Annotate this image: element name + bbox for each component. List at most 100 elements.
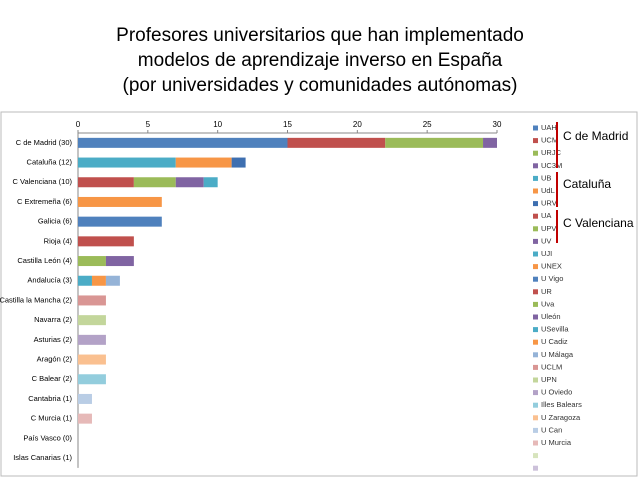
bar-segment — [385, 137, 484, 148]
legend-swatch — [533, 238, 538, 244]
legend-label: U Murcia — [541, 438, 572, 447]
bar-segment — [175, 177, 204, 188]
legend-label: USevilla — [541, 325, 569, 334]
legend-swatch — [533, 150, 538, 156]
y-tick-label: C de Madrid (30) — [16, 138, 73, 147]
y-tick-label: País Vasco (0) — [23, 433, 72, 442]
y-tick-label: Castilla la Mancha (2) — [0, 295, 72, 304]
annotation: Cataluña — [563, 177, 611, 191]
bar-segment — [78, 236, 134, 247]
bar-segment — [231, 157, 246, 168]
y-tick-label: C Balear (2) — [32, 374, 73, 383]
legend-label: U Vigo — [541, 274, 563, 283]
legend-swatch — [533, 390, 538, 396]
bar-segment — [91, 275, 106, 286]
legend-label: Uva — [541, 299, 555, 308]
y-tick-label: Cataluña (12) — [27, 158, 73, 167]
chart-title: (por universidades y comunidades autónom… — [123, 75, 518, 96]
bar-segment — [203, 177, 218, 188]
legend-swatch — [533, 264, 538, 270]
x-tick-label: 5 — [146, 120, 151, 129]
bar-segment — [287, 137, 386, 148]
legend-label: U Málaga — [541, 350, 574, 359]
legend-swatch — [533, 251, 538, 257]
legend-label: U Cadiz — [541, 337, 568, 346]
x-tick-label: 0 — [76, 120, 81, 129]
y-tick-label: Asturias (2) — [34, 335, 73, 344]
annotation: C de Madrid — [563, 129, 628, 143]
legend-label: UR — [541, 287, 552, 296]
legend-label: UA — [541, 211, 551, 220]
legend-swatch — [533, 125, 538, 131]
legend-swatch — [533, 339, 538, 345]
bar-segment — [483, 137, 497, 148]
bar-segment — [78, 275, 92, 286]
bar-segment — [78, 137, 288, 148]
y-tick-label: Islas Canarias (1) — [13, 453, 72, 462]
y-tick-label: Cantabria (1) — [28, 394, 72, 403]
legend-label: UJI — [541, 249, 552, 258]
legend-swatch — [533, 226, 538, 232]
legend-swatch — [533, 289, 538, 295]
legend-swatch — [533, 175, 538, 181]
bar-segment — [78, 354, 106, 365]
legend-swatch — [533, 276, 538, 282]
legend-swatch — [533, 201, 538, 207]
x-tick-label: 10 — [213, 120, 222, 129]
bar-segment — [78, 413, 92, 424]
bar-segment — [78, 157, 176, 168]
legend-label: Uleón — [541, 312, 561, 321]
legend-swatch — [533, 138, 538, 144]
legend-swatch — [533, 364, 538, 370]
bar-segment — [78, 256, 106, 267]
legend-label: URV — [541, 199, 557, 208]
y-tick-label: Andalucía (3) — [27, 276, 72, 285]
x-tick-label: 20 — [353, 120, 362, 129]
legend-swatch — [533, 188, 538, 194]
y-tick-label: C Murcia (1) — [31, 414, 73, 423]
bar-segment — [105, 275, 120, 286]
y-tick-label: Galicia (6) — [38, 217, 73, 226]
bar-segment — [133, 177, 176, 188]
legend-swatch — [533, 327, 538, 333]
bar-segment — [78, 315, 106, 326]
legend-label: Illes Balears — [541, 400, 582, 409]
annotation: C Valenciana — [563, 216, 634, 230]
chart-title: modelos de aprendizaje inverso en España — [138, 50, 503, 71]
x-tick-label: 30 — [493, 120, 502, 129]
y-tick-label: Rioja (4) — [44, 236, 73, 245]
legend-label: U Can — [541, 425, 562, 434]
legend-label: UCM — [541, 136, 558, 145]
legend-label: UPN — [541, 375, 557, 384]
y-tick-label: Navarra (2) — [34, 315, 72, 324]
legend-label: URJC — [541, 148, 562, 157]
legend-label: UPV — [541, 224, 556, 233]
legend-label: U Zaragoza — [541, 413, 581, 422]
legend-swatch — [533, 301, 538, 307]
legend-swatch — [533, 352, 538, 358]
legend-swatch — [533, 453, 538, 459]
y-tick-label: C Extremeña (6) — [17, 197, 73, 206]
legend-label: UdL — [541, 186, 555, 195]
legend-swatch — [533, 213, 538, 219]
legend-swatch — [533, 377, 538, 383]
legend-swatch — [533, 402, 538, 408]
x-tick-label: 15 — [283, 120, 292, 129]
bar-segment — [78, 216, 162, 227]
bar-segment — [175, 157, 232, 168]
bar-segment — [78, 177, 134, 188]
legend-label: UB — [541, 173, 551, 182]
legend-swatch — [533, 465, 538, 471]
x-tick-label: 25 — [423, 120, 432, 129]
bar-segment — [105, 256, 134, 267]
bar-segment — [78, 334, 106, 345]
legend-label: U Oviedo — [541, 388, 572, 397]
legend-label: UCLM — [541, 362, 562, 371]
legend-label: UC3M — [541, 161, 562, 170]
legend-label: UAH — [541, 123, 557, 132]
y-tick-label: Aragón (2) — [37, 355, 73, 364]
bar-segment — [78, 196, 162, 207]
legend-swatch — [533, 440, 538, 446]
chart-frame — [0, 111, 638, 477]
